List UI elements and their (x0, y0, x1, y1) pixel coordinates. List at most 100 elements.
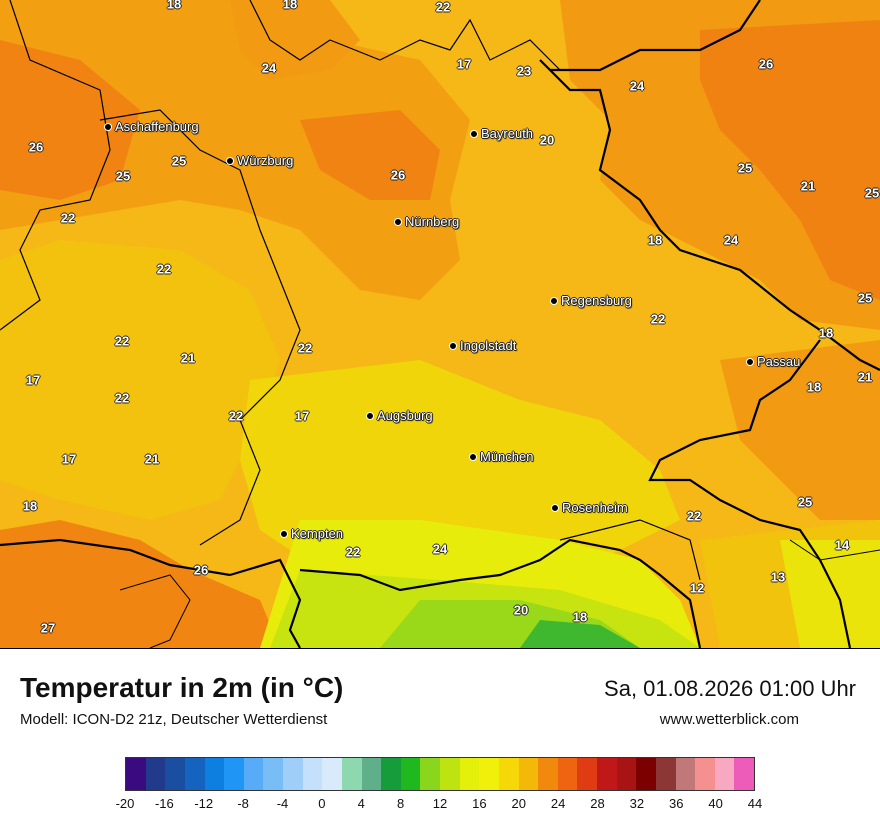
legend-swatch (597, 758, 617, 790)
temperature-value: 22 (228, 408, 244, 424)
temperature-value: 22 (650, 311, 666, 327)
legend-swatch (165, 758, 185, 790)
color-legend (125, 757, 755, 791)
legend-swatch (734, 758, 754, 790)
temperature-value: 18 (647, 232, 663, 248)
temperature-map: Aschaffenburg Würzburg Bayreuth Nürnberg… (0, 0, 880, 649)
city-marker-icon (104, 122, 112, 131)
city-marker-icon (449, 341, 457, 350)
legend-swatch (224, 758, 244, 790)
city-marker-icon (469, 452, 477, 461)
temperature-value: 25 (864, 185, 880, 201)
legend-swatch (400, 758, 421, 790)
legend-tick-label: 44 (747, 796, 763, 811)
temperature-value: 24 (432, 541, 448, 557)
website-link[interactable]: www.wetterblick.com (659, 711, 799, 728)
legend-swatch (498, 758, 519, 790)
legend-swatch (145, 758, 166, 790)
temperature-value: 22 (114, 390, 130, 406)
city-label-kempten: Kempten (280, 527, 343, 541)
temperature-value: 26 (758, 56, 774, 72)
city-marker-icon (280, 529, 288, 538)
legend-swatch (655, 758, 676, 790)
map-title: Temperatur in 2m (in °C) (20, 672, 344, 703)
city-label-ingolstadt: Ingolstadt (449, 339, 516, 353)
legend-tick-label: 32 (629, 796, 645, 811)
city-marker-icon (226, 156, 234, 165)
temperature-field (0, 0, 880, 648)
temperature-value: 22 (435, 0, 451, 15)
legend-tick-label: -4 (276, 796, 289, 811)
legend-swatch (302, 758, 323, 790)
legend-swatch (341, 758, 362, 790)
temperature-value: 18 (22, 498, 38, 514)
temperature-value: 25 (171, 153, 187, 169)
legend-swatch (616, 758, 637, 790)
temperature-value: 21 (857, 369, 873, 385)
temperature-value: 25 (115, 168, 131, 184)
city-marker-icon (746, 357, 754, 366)
city-label-regensburg: Regensburg (550, 294, 632, 308)
legend-tick-label: 4 (357, 796, 365, 811)
legend-swatch (675, 758, 696, 790)
legend-tick-label: -16 (154, 796, 174, 811)
temperature-value: 25 (737, 160, 753, 176)
legend-swatch (440, 758, 460, 790)
temperature-value: 26 (390, 167, 406, 183)
temperature-value: 22 (60, 210, 76, 226)
legend-tick-label: 28 (590, 796, 605, 811)
temperature-value: 24 (723, 232, 739, 248)
legend-swatch (322, 758, 342, 790)
temperature-value: 24 (629, 78, 645, 94)
temperature-value: 17 (294, 408, 310, 424)
legend-tick-label: 16 (472, 796, 487, 811)
city-marker-icon (366, 411, 374, 420)
temperature-value: 21 (144, 451, 160, 467)
legend-swatch (695, 758, 715, 790)
temperature-value: 22 (156, 261, 172, 277)
legend-swatch (381, 758, 401, 790)
legend-swatch (361, 758, 382, 790)
city-marker-icon (550, 296, 558, 305)
legend-tick-label: 40 (708, 796, 723, 811)
city-label-nuernberg: Nürnberg (394, 215, 459, 229)
legend-swatch (420, 758, 440, 790)
temperature-value: 14 (834, 537, 850, 553)
legend-tick-label: 20 (511, 796, 526, 811)
city-label-augsburg: Augsburg (366, 409, 433, 423)
temperature-value: 18 (282, 0, 298, 12)
legend-swatch (184, 758, 205, 790)
city-label-rosenheim: Rosenheim (551, 501, 628, 515)
temperature-value: 18 (806, 379, 822, 395)
temperature-value: 18 (818, 325, 834, 341)
temperature-value: 17 (61, 451, 77, 467)
legend-swatch (126, 758, 146, 790)
temperature-value: 18 (166, 0, 182, 12)
city-marker-icon (551, 503, 559, 512)
legend-tick-label: -8 (237, 796, 249, 811)
temperature-value: 26 (28, 139, 44, 155)
legend-swatch (557, 758, 578, 790)
legend-swatch (263, 758, 283, 790)
legend-tick-label: 8 (397, 796, 405, 811)
city-marker-icon (394, 217, 402, 226)
legend-tick-label: 24 (550, 796, 566, 811)
temperature-value: 17 (456, 56, 472, 72)
city-label-bayreuth: Bayreuth (470, 127, 533, 141)
temperature-value: 27 (40, 620, 56, 636)
temperature-value: 23 (516, 63, 532, 79)
temperature-value: 25 (857, 290, 873, 306)
city-label-muenchen: München (469, 450, 533, 464)
legend-swatch (283, 758, 303, 790)
legend-tick-label: 0 (318, 796, 326, 811)
legend-swatch (636, 758, 656, 790)
temperature-value: 12 (689, 580, 705, 596)
temperature-value: 22 (297, 340, 313, 356)
temperature-value: 21 (180, 350, 196, 366)
temperature-value: 21 (800, 178, 816, 194)
temperature-value: 22 (686, 508, 702, 524)
legend-tick-label: 12 (432, 796, 448, 811)
legend-tick-label: -20 (115, 796, 135, 811)
temperature-value: 20 (513, 602, 529, 618)
legend-swatch (243, 758, 264, 790)
